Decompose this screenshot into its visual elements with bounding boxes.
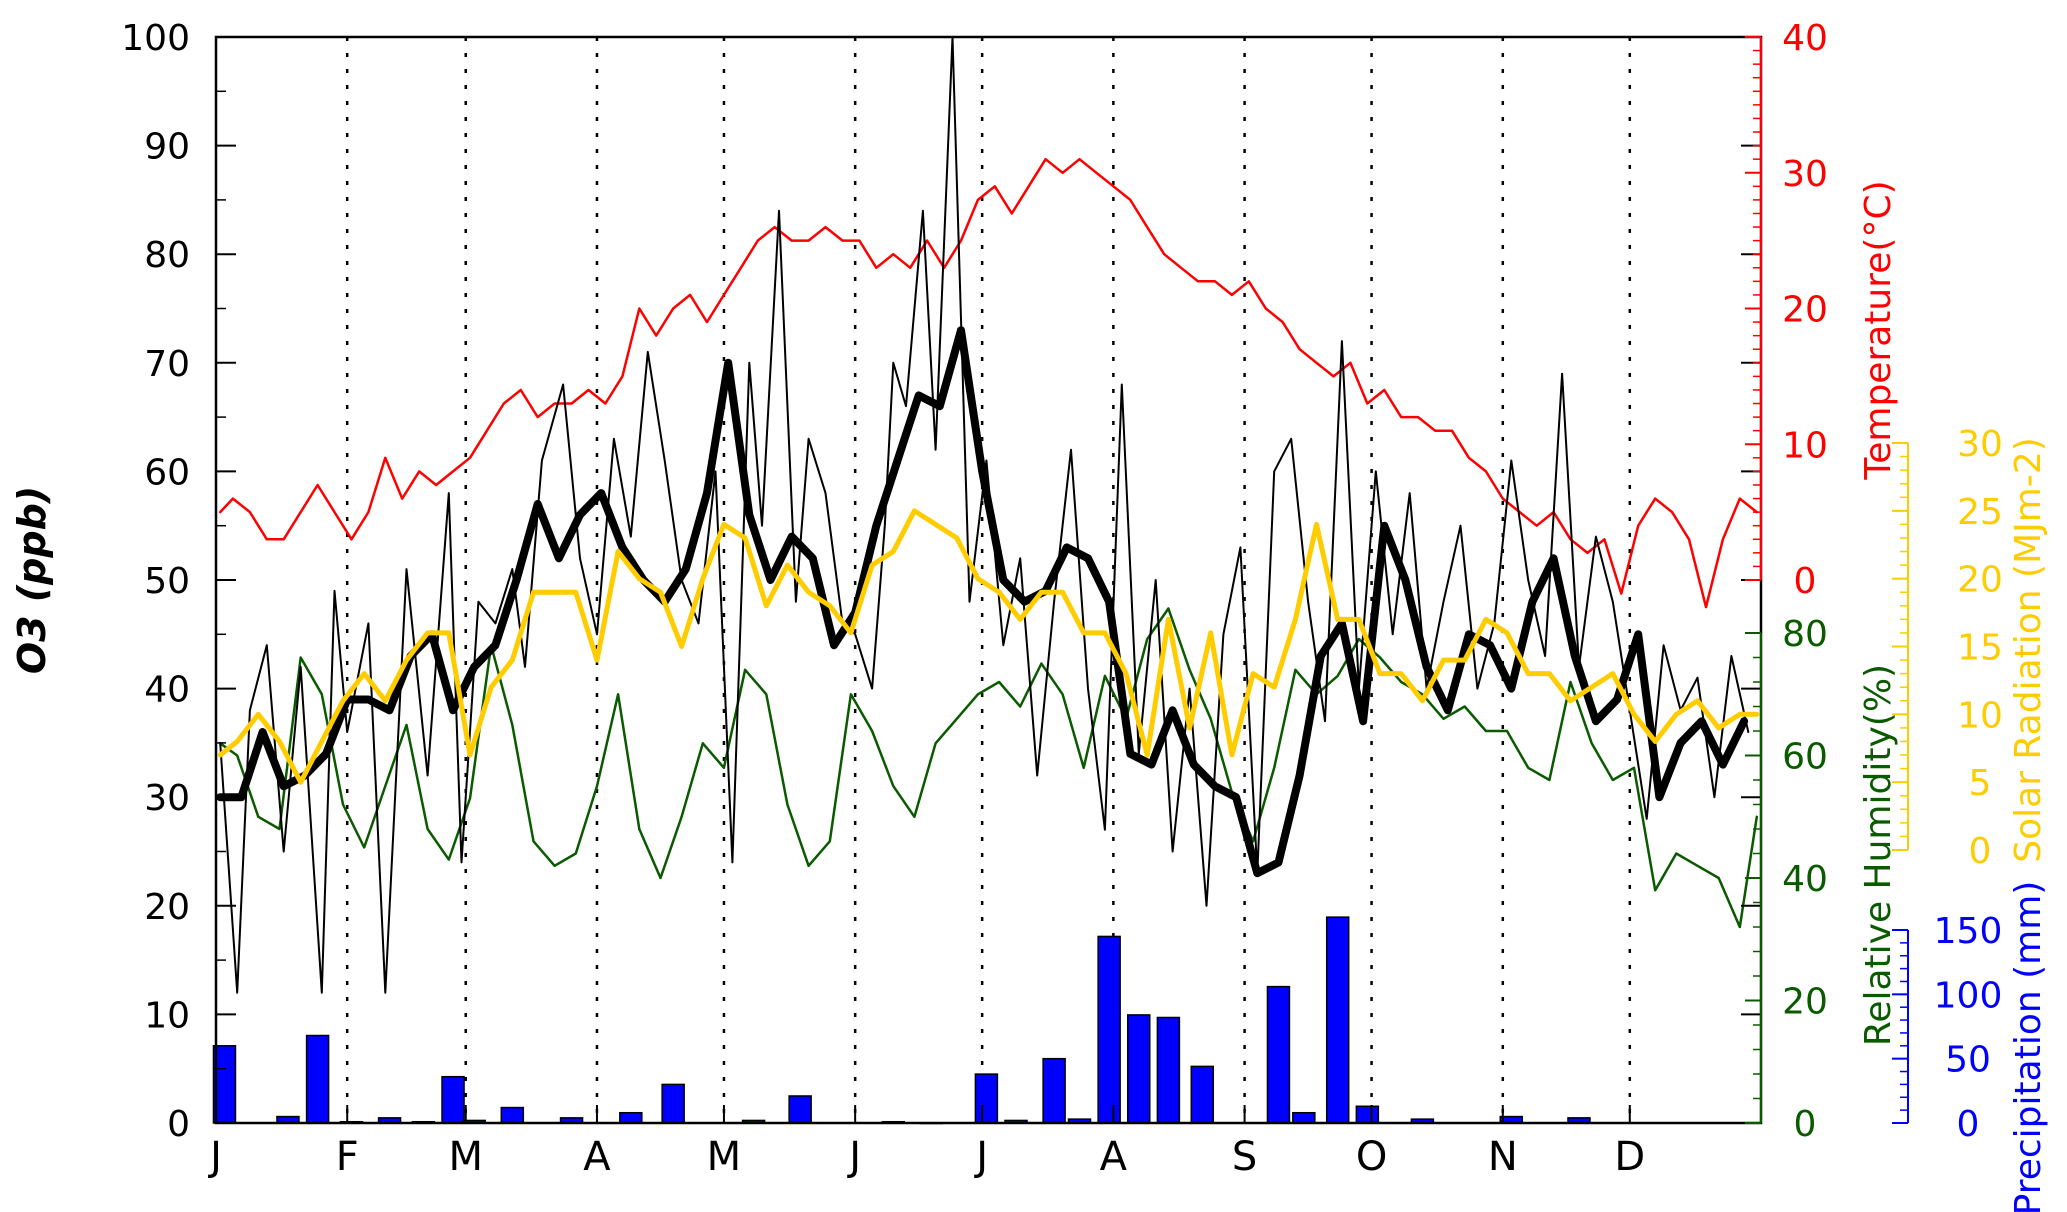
x-tick-label: J bbox=[207, 1134, 222, 1180]
precipitation-bar bbox=[974, 1073, 999, 1124]
humidity-axis-title: Relative Humidity(%) bbox=[1858, 664, 1899, 1046]
y-tick-label: 70 bbox=[144, 344, 190, 385]
precipitation-bar bbox=[1325, 916, 1350, 1124]
o3-axis-title: O3 (ppb) bbox=[10, 486, 54, 674]
tick-label: 30 bbox=[1957, 424, 2003, 465]
x-tick-label: J bbox=[973, 1134, 988, 1180]
tick-label: 5 bbox=[1969, 763, 1992, 804]
precipitation-bar bbox=[1266, 985, 1291, 1124]
x-tick-label: F bbox=[336, 1134, 359, 1180]
x-tick-label: S bbox=[1232, 1134, 1257, 1180]
o3-daily-line bbox=[219, 36, 1750, 994]
tick-label: 25 bbox=[1957, 492, 2003, 533]
humidity-line bbox=[218, 607, 1759, 929]
x-tick-label: A bbox=[1100, 1134, 1128, 1180]
precipitation-bar bbox=[1042, 1057, 1066, 1124]
precipitation-bar bbox=[661, 1083, 685, 1124]
y-tick-label: 80 bbox=[144, 235, 190, 276]
tick-label: 40 bbox=[1782, 859, 1828, 900]
y-tick-label: 20 bbox=[144, 887, 190, 928]
y-tick-label: 90 bbox=[144, 127, 190, 168]
tick-label: 20 bbox=[1782, 982, 1828, 1023]
tick-label: 0 bbox=[1794, 1104, 1817, 1145]
tick-label: 40 bbox=[1782, 18, 1828, 59]
precipitation-bar bbox=[1292, 1111, 1316, 1124]
precipitation-bars bbox=[212, 916, 1591, 1125]
tick-label: 80 bbox=[1782, 614, 1828, 655]
plot-frame bbox=[214, 35, 1763, 1125]
precipitation-bar bbox=[1156, 1016, 1181, 1124]
precipitation-bar bbox=[1097, 935, 1121, 1124]
solar-radiation-axis: 0 5 10 15 20 25 30 bbox=[1892, 424, 2003, 872]
y-tick-label: 50 bbox=[144, 561, 190, 602]
y-tick-label: 100 bbox=[121, 18, 190, 59]
x-tick-label: D bbox=[1614, 1134, 1645, 1180]
precipitation-axis: 0 50 100 150 bbox=[1892, 911, 2002, 1145]
temperature-axis-title: Temperature(°C) bbox=[1858, 180, 1899, 480]
humidity-axis: 0 20 40 60 80 bbox=[1745, 614, 1828, 1145]
tick-label: 150 bbox=[1934, 911, 2003, 952]
tick-label: 20 bbox=[1957, 560, 2003, 601]
precipitation-bar bbox=[788, 1095, 812, 1124]
temperature-axis: 0 10 20 30 40 bbox=[1745, 18, 1828, 602]
tick-label: 0 bbox=[1957, 1104, 1980, 1145]
precipitation-bar bbox=[305, 1034, 330, 1124]
precipitation-bar bbox=[441, 1075, 465, 1124]
month-gridlines bbox=[345, 37, 1632, 1123]
solar-radiation-line bbox=[217, 508, 1760, 785]
tick-label: 0 bbox=[1969, 831, 1992, 872]
solar-radiation-axis-title: Solar Radiation (MJm-2) bbox=[2008, 437, 2049, 863]
tick-label: 20 bbox=[1782, 290, 1828, 331]
y-tick-label: 40 bbox=[144, 670, 190, 711]
precipitation-bar bbox=[1127, 1014, 1151, 1124]
x-tick-label: O bbox=[1356, 1134, 1387, 1180]
tick-label: 10 bbox=[1957, 695, 2003, 736]
y-tick-label: 60 bbox=[144, 452, 190, 493]
precipitation-axis-title: Precipitation (mm) bbox=[2008, 881, 2049, 1212]
precipitation-bar bbox=[1355, 1105, 1380, 1124]
temperature-line bbox=[218, 157, 1759, 609]
x-tick-label: M bbox=[707, 1134, 742, 1180]
tick-label: 60 bbox=[1782, 737, 1828, 778]
x-tick-label: J bbox=[846, 1134, 861, 1180]
tick-label: 30 bbox=[1782, 154, 1828, 195]
y-tick-label: 10 bbox=[144, 995, 190, 1036]
y-tick-label: 0 bbox=[167, 1104, 190, 1145]
tick-label: 15 bbox=[1957, 628, 2003, 669]
tick-label: 10 bbox=[1782, 425, 1828, 466]
y-tick-label: 30 bbox=[144, 778, 190, 819]
x-tick-label: M bbox=[448, 1134, 483, 1180]
precipitation-bar bbox=[1190, 1065, 1215, 1124]
tick-label: 50 bbox=[1945, 1040, 1991, 1081]
o3-smoothed-line bbox=[216, 326, 1749, 878]
precipitation-bar bbox=[619, 1111, 643, 1124]
x-tick-label: A bbox=[583, 1134, 611, 1180]
x-tick-label: N bbox=[1488, 1134, 1518, 1180]
tick-label: 0 bbox=[1794, 561, 1817, 602]
precipitation-bar bbox=[500, 1106, 525, 1124]
o3-axis: 0 10 20 30 40 50 60 70 80 90 100 bbox=[121, 18, 1761, 1145]
tick-label: 100 bbox=[1934, 975, 2003, 1016]
series-lines bbox=[216, 36, 1760, 994]
